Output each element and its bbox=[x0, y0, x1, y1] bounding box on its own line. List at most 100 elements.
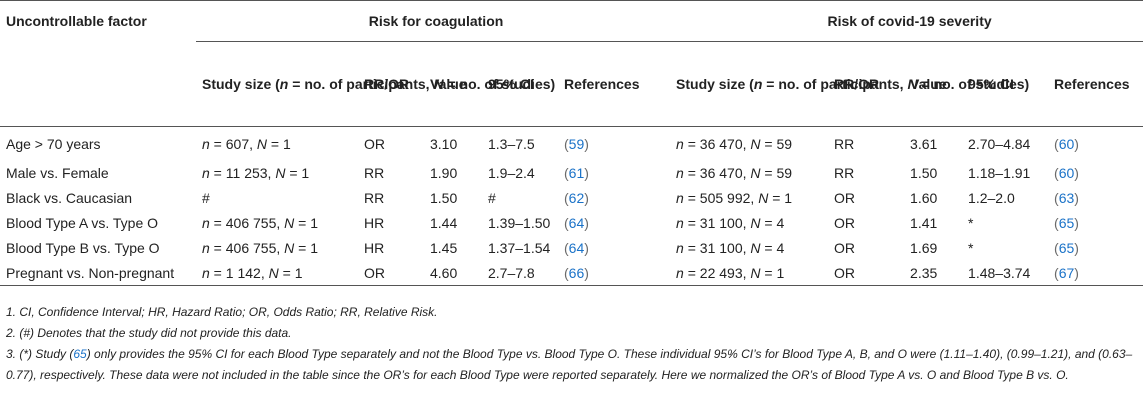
coag-rr-or: HR bbox=[364, 239, 385, 256]
coag-reference: (66) bbox=[558, 260, 671, 286]
covid-ci: * bbox=[968, 214, 974, 231]
coag-study-size: n = 406 755, N = 1 bbox=[202, 239, 319, 256]
header-coag-references: References bbox=[558, 41, 671, 127]
reference-link[interactable]: 65 bbox=[1058, 214, 1075, 231]
covid-ci: 1.18–1.91 bbox=[968, 164, 1031, 181]
covid-study-size: n = 31 100, N = 4 bbox=[676, 239, 785, 256]
footnote-2: 2. (#) Denotes that the study did not pr… bbox=[6, 326, 292, 340]
covid-reference: (60) bbox=[1048, 126, 1143, 160]
covid-study-size: n = 22 493, N = 1 bbox=[670, 260, 829, 286]
footnote-3: 3. (*) Study (65) only provides the 95% … bbox=[6, 347, 1133, 382]
coag-value: 4.60 bbox=[424, 260, 482, 286]
covid-reference: (60) bbox=[1054, 164, 1079, 181]
header-covid-references: References bbox=[1048, 41, 1143, 127]
covid-value: 1.41 bbox=[910, 214, 938, 231]
coag-ci: 2.7–7.8 bbox=[482, 260, 558, 286]
header-covid-rr-or: RR/OR bbox=[828, 41, 905, 127]
coag-ci: 1.3–7.5 bbox=[482, 126, 558, 160]
row-factor: Blood Type B vs. Type O bbox=[6, 239, 160, 256]
covid-rr-or: RR bbox=[828, 126, 905, 160]
table-row: Age > 70 years n = 607, N = 1 OR 3.10 1.… bbox=[0, 126, 1143, 160]
covid-study-size: n = 36 470, N = 59 bbox=[676, 164, 793, 181]
covid-rr-or: OR bbox=[834, 189, 856, 206]
covid-rr-or: OR bbox=[834, 214, 856, 231]
reference-link[interactable]: 63 bbox=[1058, 189, 1075, 206]
reference-link[interactable]: 67 bbox=[1058, 264, 1075, 281]
reference-link[interactable]: 66 bbox=[568, 264, 585, 281]
row-factor: Pregnant vs. Non-pregnant bbox=[0, 260, 196, 286]
reference-link[interactable]: 59 bbox=[568, 135, 585, 152]
covid-value: 2.35 bbox=[904, 260, 963, 286]
coag-value: 1.90 bbox=[430, 164, 458, 181]
table-body: Age > 70 years n = 607, N = 1 OR 3.10 1.… bbox=[0, 126, 1143, 286]
coag-study-size: # bbox=[202, 189, 210, 206]
coag-value: 3.10 bbox=[424, 126, 482, 160]
covid-ci: 2.70–4.84 bbox=[962, 126, 1049, 160]
covid-reference: (65) bbox=[1054, 214, 1079, 231]
covid-study-size: n = 505 992, N = 1 bbox=[676, 189, 793, 206]
coag-rr-or: OR bbox=[358, 126, 424, 160]
table-row: Male vs. Female n = 11 253, N = 1 RR 1.9… bbox=[0, 160, 1143, 185]
header-covid-value: Value bbox=[904, 41, 963, 127]
reference-link[interactable]: 60 bbox=[1058, 164, 1075, 181]
coag-rr-or: OR bbox=[358, 260, 424, 286]
covid-reference: (65) bbox=[1054, 239, 1079, 256]
header-coag-study-size: Study size (n = no. of participants, N =… bbox=[196, 41, 555, 127]
header-coag-rr-or: RR/OR bbox=[358, 41, 424, 127]
header-group-covid-severity: Risk of covid-19 severity bbox=[670, 0, 1143, 42]
covid-rr-or: OR bbox=[828, 260, 905, 286]
table-footnotes: 1. CI, Confidence Interval; HR, Hazard R… bbox=[6, 302, 1136, 386]
covid-ci: * bbox=[968, 239, 974, 256]
header-blank bbox=[0, 42, 196, 127]
coag-study-size: n = 607, N = 1 bbox=[196, 126, 358, 160]
coag-rr-or: RR bbox=[364, 189, 385, 206]
footnote-1: 1. CI, Confidence Interval; HR, Hazard R… bbox=[6, 305, 438, 319]
covid-value: 1.50 bbox=[910, 164, 938, 181]
coag-value: 1.44 bbox=[430, 214, 458, 231]
header-group-coagulation: Risk for coagulation bbox=[196, 0, 671, 42]
covid-reference: (67) bbox=[1048, 260, 1143, 286]
header-covid-ci: 95% CI bbox=[962, 41, 1049, 127]
coag-study-size: n = 1 142, N = 1 bbox=[196, 260, 358, 286]
reference-link[interactable]: 64 bbox=[568, 214, 585, 231]
header-covid-study-size: Study size (n = no. of participants, N =… bbox=[670, 41, 1029, 127]
covid-study-size: n = 36 470, N = 59 bbox=[670, 126, 829, 160]
row-factor: Blood Type A vs. Type O bbox=[6, 214, 159, 231]
table-row: Pregnant vs. Non-pregnant n = 1 142, N =… bbox=[0, 260, 1143, 286]
coag-study-size: n = 406 755, N = 1 bbox=[202, 214, 319, 231]
header-coag-ci: 95% CI bbox=[482, 41, 558, 127]
header-coag-value: Value bbox=[424, 41, 482, 127]
table-row: Black vs. Caucasian # RR 1.50 # (62) n =… bbox=[0, 185, 1143, 210]
row-factor: Black vs. Caucasian bbox=[6, 189, 133, 206]
header-uncontrollable-factor: Uncontrollable factor bbox=[0, 0, 196, 42]
covid-rr-or: RR bbox=[834, 164, 855, 181]
reference-link[interactable]: 65 bbox=[1058, 239, 1075, 256]
row-factor: Male vs. Female bbox=[6, 164, 109, 181]
coag-ci: 1.37–1.54 bbox=[488, 239, 551, 256]
reference-link[interactable]: 61 bbox=[568, 164, 585, 181]
reference-link[interactable]: 60 bbox=[1058, 135, 1075, 152]
coag-reference: (62) bbox=[564, 189, 589, 206]
table-row: Blood Type A vs. Type O n = 406 755, N =… bbox=[0, 210, 1143, 235]
risk-factor-table: Uncontrollable factor Risk for coagulati… bbox=[0, 0, 1143, 286]
covid-rr-or: OR bbox=[834, 239, 856, 256]
reference-link[interactable]: 65 bbox=[73, 347, 87, 361]
table-row: Blood Type B vs. Type O n = 406 755, N =… bbox=[0, 235, 1143, 260]
coag-ci: # bbox=[488, 189, 496, 206]
coag-rr-or: HR bbox=[364, 214, 385, 231]
reference-link[interactable]: 64 bbox=[568, 239, 585, 256]
reference-link[interactable]: 62 bbox=[568, 189, 585, 206]
covid-ci: 1.48–3.74 bbox=[962, 260, 1049, 286]
header-row-groups: Uncontrollable factor Risk for coagulati… bbox=[0, 0, 1143, 42]
coag-ci: 1.39–1.50 bbox=[488, 214, 551, 231]
coag-study-size: n = 11 253, N = 1 bbox=[202, 164, 310, 181]
coag-reference: (59) bbox=[558, 126, 671, 160]
coag-reference: (64) bbox=[564, 214, 589, 231]
covid-value: 1.60 bbox=[910, 189, 938, 206]
covid-reference: (63) bbox=[1054, 189, 1079, 206]
row-factor: Age > 70 years bbox=[0, 126, 196, 160]
covid-ci: 1.2–2.0 bbox=[968, 189, 1015, 206]
coag-value: 1.50 bbox=[430, 189, 458, 206]
coag-reference: (61) bbox=[564, 164, 589, 181]
